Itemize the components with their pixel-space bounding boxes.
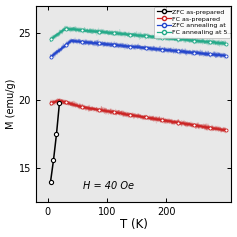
X-axis label: T (K): T (K) — [120, 219, 147, 232]
Text: H = 40 Oe: H = 40 Oe — [83, 181, 134, 191]
Y-axis label: M (emu/g): M (emu/g) — [5, 79, 16, 129]
Legend: ZFC as-prepared, FC as-prepared, ZFC annealing at, FC annealing at 5: ZFC as-prepared, FC as-prepared, ZFC ann… — [154, 7, 230, 38]
